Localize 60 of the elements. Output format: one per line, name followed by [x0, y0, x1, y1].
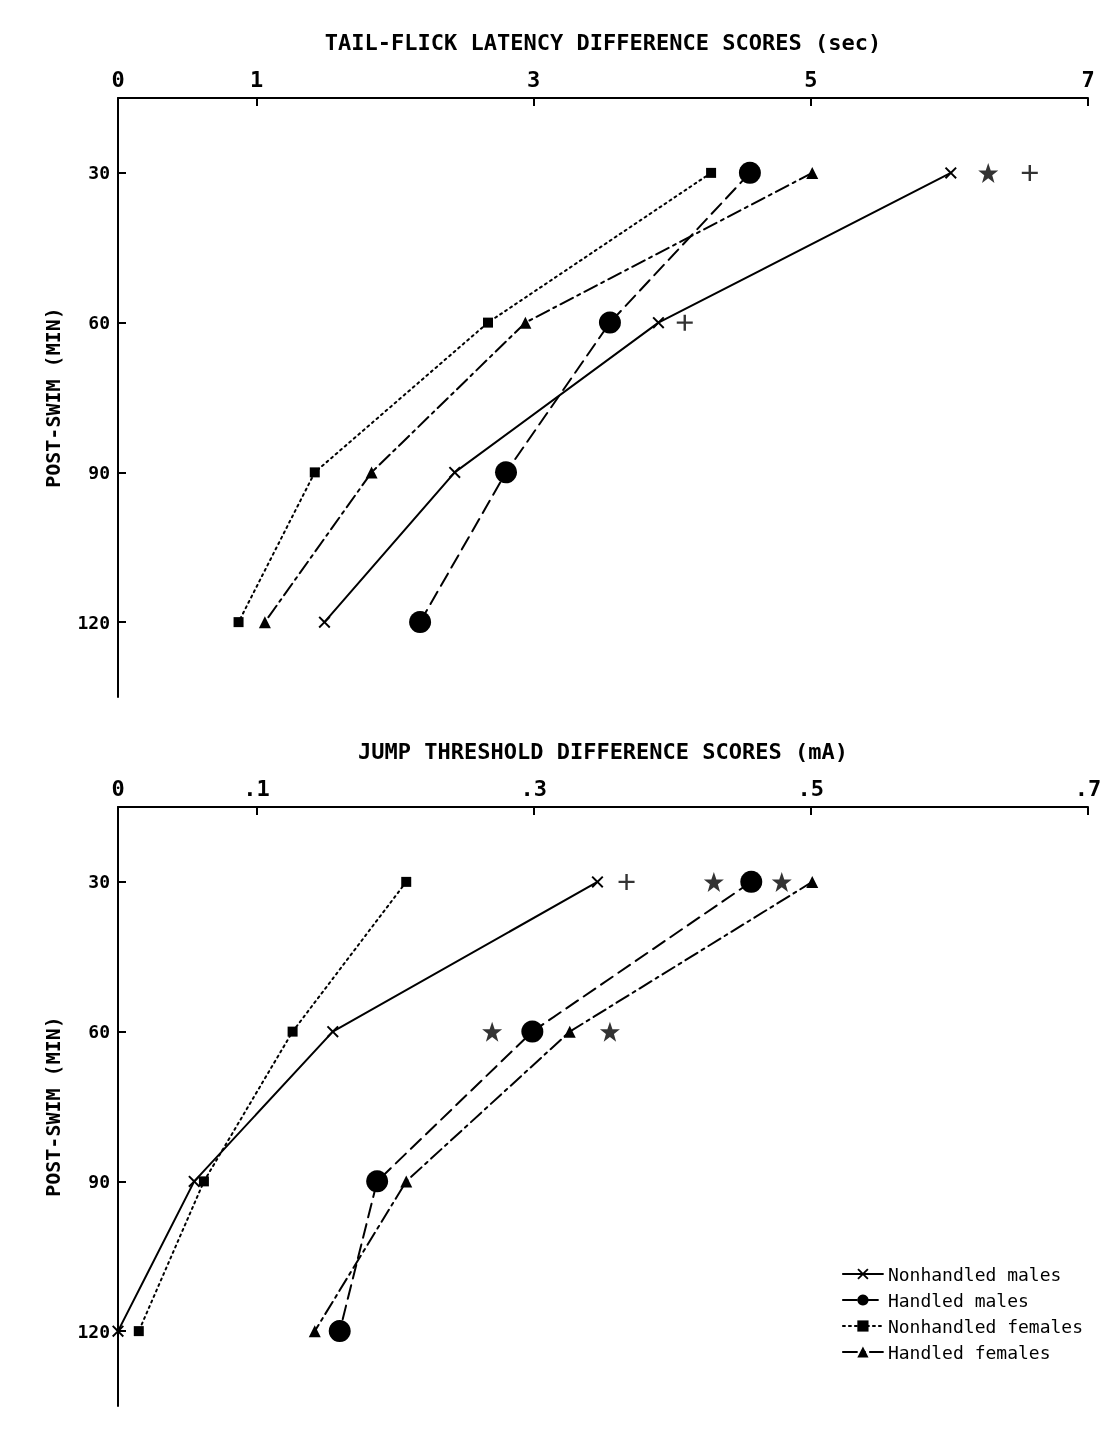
point — [366, 1170, 389, 1193]
point — [198, 1176, 209, 1187]
point — [318, 616, 331, 629]
legend-label: Handled females — [887, 1341, 1051, 1363]
point — [287, 1026, 298, 1037]
x-tick-label: .1 — [243, 775, 270, 801]
point — [706, 167, 717, 178]
point — [676, 314, 693, 331]
point — [482, 317, 493, 328]
point — [328, 1320, 351, 1343]
point — [133, 1326, 144, 1337]
point — [365, 466, 378, 479]
x-tick-label: .3 — [520, 775, 547, 801]
x-tick-label: 5 — [804, 66, 818, 92]
legend-label: Nonhandled females — [887, 1315, 1084, 1337]
point — [652, 316, 665, 329]
y-tick-label: 60 — [88, 1021, 110, 1043]
y-tick-label: 90 — [88, 1170, 110, 1192]
point — [309, 467, 320, 478]
y-tick-label: 90 — [88, 461, 110, 483]
x-tick-label: .7 — [1074, 775, 1102, 801]
y-tick-label: 60 — [88, 312, 110, 334]
point — [978, 162, 999, 183]
point — [740, 870, 763, 893]
point — [618, 873, 635, 890]
y-tick-label: 30 — [88, 162, 110, 184]
point — [591, 875, 604, 888]
point — [598, 311, 621, 334]
point — [448, 466, 461, 479]
x-tick-label: 0 — [111, 775, 125, 801]
point — [806, 166, 819, 179]
y-tick-label: 120 — [77, 1320, 110, 1342]
y-tick-label: 120 — [77, 611, 110, 633]
x-axis-title: TAIL-FLICK LATENCY DIFFERENCE SCORES (sec) — [324, 29, 882, 55]
point — [806, 875, 819, 888]
x-axis-title: JUMP THRESHOLD DIFFERENCE SCORES (mA) — [357, 738, 849, 764]
point — [703, 871, 724, 892]
y-tick-label: 30 — [88, 871, 110, 893]
point — [326, 1025, 339, 1038]
point — [308, 1325, 321, 1338]
point — [495, 461, 517, 484]
legend-label: Handled males — [887, 1289, 1029, 1311]
point — [944, 166, 957, 179]
point — [521, 1020, 544, 1043]
point — [233, 617, 244, 628]
point — [401, 876, 412, 887]
point — [519, 316, 532, 329]
x-tick-label: 7 — [1081, 66, 1095, 92]
point — [563, 1025, 576, 1038]
point — [258, 616, 271, 629]
x-tick-label: .5 — [797, 775, 825, 801]
legend-label: Nonhandled males — [887, 1263, 1062, 1285]
point — [400, 1175, 413, 1188]
x-tick-label: 1 — [249, 66, 264, 92]
point — [738, 161, 761, 184]
x-tick-label: 0 — [111, 66, 125, 92]
y-axis-title: POST-SWIM (MIN) — [41, 307, 65, 488]
y-axis-title: POST-SWIM (MIN) — [41, 1016, 65, 1197]
point — [409, 611, 432, 634]
x-tick-label: 3 — [527, 66, 541, 92]
